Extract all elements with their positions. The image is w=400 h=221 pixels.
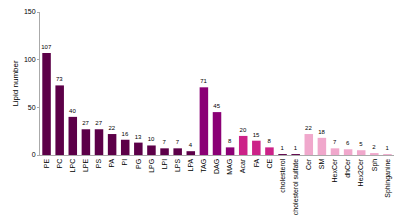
svg-text:cholesterol: cholesterol xyxy=(279,158,286,192)
svg-text:PE: PE xyxy=(43,158,50,168)
svg-text:MAG: MAG xyxy=(226,159,233,175)
svg-text:SM: SM xyxy=(318,159,325,170)
svg-text:Lipid number: Lipid number xyxy=(11,60,20,107)
svg-text:2: 2 xyxy=(372,144,376,150)
svg-text:7: 7 xyxy=(333,139,337,145)
svg-text:CE: CE xyxy=(266,158,273,168)
svg-text:1: 1 xyxy=(385,145,389,151)
svg-text:7: 7 xyxy=(176,139,180,145)
svg-text:LPE: LPE xyxy=(82,158,89,172)
svg-text:DAG: DAG xyxy=(213,159,220,174)
svg-text:dhCer: dhCer xyxy=(344,158,351,178)
svg-text:4: 4 xyxy=(189,142,193,148)
svg-text:100: 100 xyxy=(24,56,36,63)
svg-text:71: 71 xyxy=(200,78,207,84)
svg-text:PI: PI xyxy=(121,159,128,166)
svg-text:Acar: Acar xyxy=(239,158,246,173)
svg-text:107: 107 xyxy=(41,44,52,50)
svg-text:22: 22 xyxy=(108,125,115,131)
svg-text:45: 45 xyxy=(213,103,220,109)
svg-text:6: 6 xyxy=(346,140,350,146)
svg-text:PS: PS xyxy=(95,158,102,168)
svg-text:PG: PG xyxy=(135,159,142,169)
svg-text:LPA: LPA xyxy=(187,158,194,171)
svg-text:73: 73 xyxy=(56,76,63,82)
svg-text:PC: PC xyxy=(56,159,63,169)
svg-text:LPC: LPC xyxy=(69,159,76,173)
svg-text:Sph: Sph xyxy=(371,159,379,172)
svg-text:18: 18 xyxy=(318,129,325,135)
svg-text:1: 1 xyxy=(294,145,298,151)
svg-text:Sphinganine: Sphinganine xyxy=(384,159,392,198)
svg-text:HexCer: HexCer xyxy=(331,158,338,182)
svg-text:10: 10 xyxy=(148,136,155,142)
svg-text:TAG: TAG xyxy=(200,159,207,173)
svg-text:Hex2Cer: Hex2Cer xyxy=(357,158,364,186)
svg-text:0: 0 xyxy=(32,151,36,158)
svg-text:27: 27 xyxy=(82,120,89,126)
svg-text:7: 7 xyxy=(163,139,167,145)
svg-text:27: 27 xyxy=(95,120,102,126)
svg-text:LPI: LPI xyxy=(161,159,168,170)
svg-text:150: 150 xyxy=(24,8,36,15)
svg-text:8: 8 xyxy=(267,138,271,144)
svg-text:FA: FA xyxy=(253,158,260,167)
svg-text:1: 1 xyxy=(281,145,285,151)
svg-text:16: 16 xyxy=(122,131,129,137)
svg-text:22: 22 xyxy=(305,125,312,131)
svg-text:Cer: Cer xyxy=(305,158,312,170)
svg-text:20: 20 xyxy=(240,127,247,133)
svg-text:8: 8 xyxy=(228,138,232,144)
svg-text:40: 40 xyxy=(69,108,76,114)
svg-text:LPG: LPG xyxy=(148,159,155,173)
svg-text:cholesterol sulfate: cholesterol sulfate xyxy=(292,159,299,216)
svg-text:PA: PA xyxy=(108,158,115,167)
svg-text:15: 15 xyxy=(253,132,260,138)
svg-text:13: 13 xyxy=(135,134,142,140)
svg-text:5: 5 xyxy=(359,141,363,147)
svg-text:LPS: LPS xyxy=(174,158,181,172)
svg-text:50: 50 xyxy=(28,104,36,111)
